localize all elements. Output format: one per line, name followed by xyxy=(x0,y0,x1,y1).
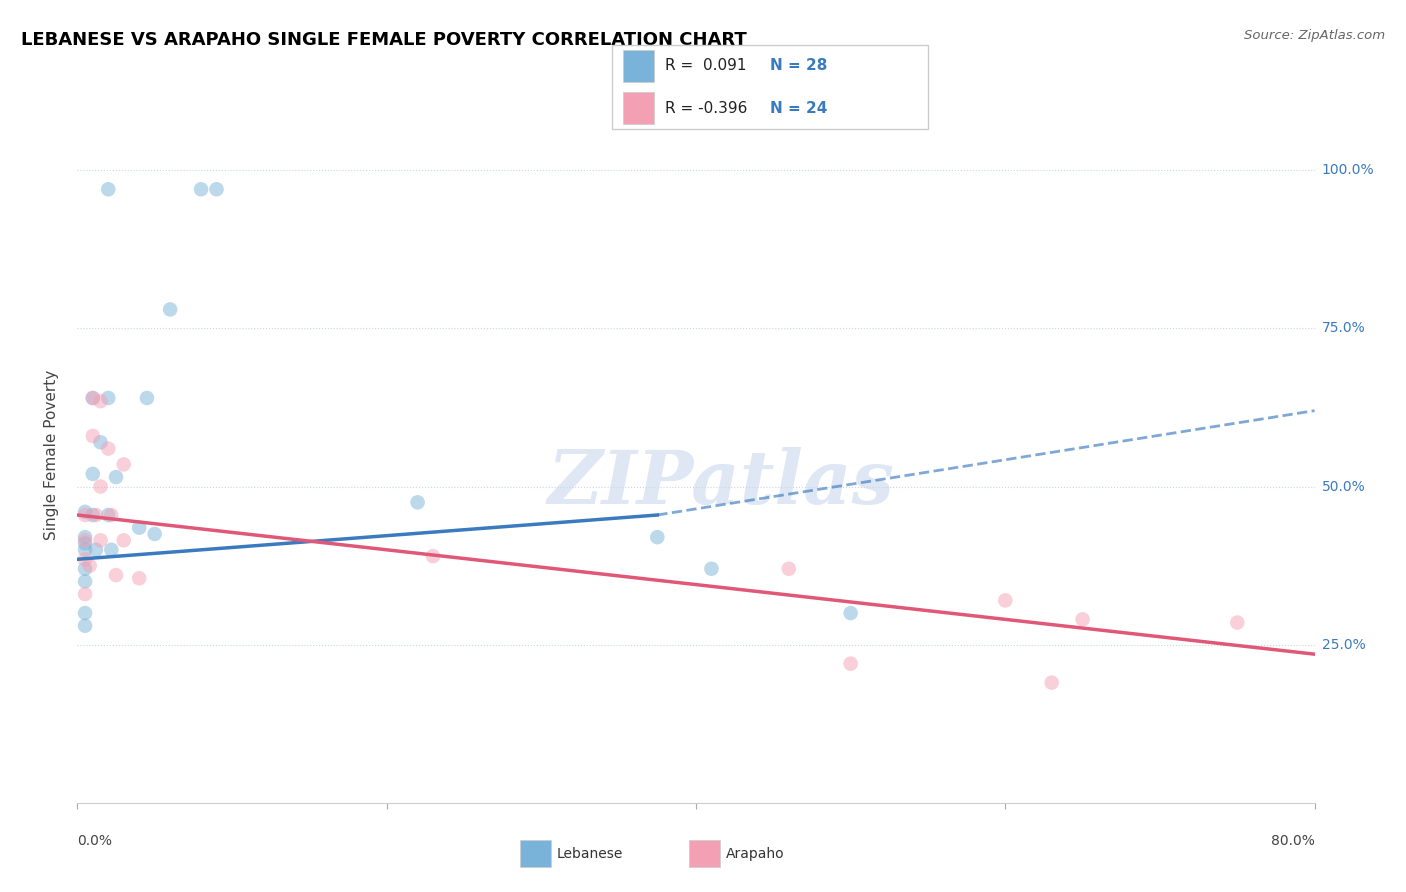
Point xyxy=(406,495,429,509)
Point xyxy=(778,562,800,576)
Text: R =  0.091: R = 0.091 xyxy=(665,58,747,73)
Point xyxy=(97,508,120,522)
Point xyxy=(75,542,96,557)
Point xyxy=(75,574,96,589)
Point xyxy=(90,479,111,493)
Text: Lebanese: Lebanese xyxy=(557,847,623,861)
Point xyxy=(75,530,96,544)
Point xyxy=(75,587,96,601)
Point xyxy=(839,657,862,671)
Point xyxy=(647,530,669,544)
Point xyxy=(422,549,444,563)
Point xyxy=(84,542,107,557)
Text: 50.0%: 50.0% xyxy=(1322,480,1365,493)
Point xyxy=(105,470,127,484)
Point xyxy=(159,302,181,317)
Point xyxy=(700,562,723,576)
Text: N = 24: N = 24 xyxy=(770,101,828,116)
Point xyxy=(75,505,96,519)
Text: N = 28: N = 28 xyxy=(770,58,828,73)
Point xyxy=(97,391,120,405)
Point xyxy=(82,508,104,522)
Point xyxy=(1040,675,1063,690)
Point xyxy=(79,558,101,573)
Text: 100.0%: 100.0% xyxy=(1322,163,1374,178)
Text: 25.0%: 25.0% xyxy=(1322,638,1365,652)
Text: ZIPatlas: ZIPatlas xyxy=(547,447,894,519)
Point xyxy=(84,508,107,522)
Text: 75.0%: 75.0% xyxy=(1322,321,1365,335)
Point xyxy=(128,571,150,585)
Point xyxy=(75,618,96,632)
Point xyxy=(190,182,212,196)
Point xyxy=(205,182,228,196)
Point xyxy=(128,521,150,535)
Point xyxy=(75,508,96,522)
Point xyxy=(75,562,96,576)
Point xyxy=(994,593,1017,607)
Point xyxy=(112,458,135,472)
Point xyxy=(82,391,104,405)
Point xyxy=(82,391,104,405)
Point xyxy=(82,467,104,481)
Point xyxy=(90,533,111,548)
Text: 80.0%: 80.0% xyxy=(1271,834,1315,848)
Point xyxy=(100,542,122,557)
Point xyxy=(75,552,96,566)
Point xyxy=(143,527,166,541)
Point xyxy=(105,568,127,582)
Point xyxy=(112,533,135,548)
Point xyxy=(1226,615,1249,630)
Point xyxy=(100,508,122,522)
Point xyxy=(136,391,159,405)
Text: Arapaho: Arapaho xyxy=(725,847,785,861)
Text: Source: ZipAtlas.com: Source: ZipAtlas.com xyxy=(1244,29,1385,42)
Point xyxy=(75,606,96,620)
Point xyxy=(1071,612,1094,626)
Point xyxy=(97,182,120,196)
Text: R = -0.396: R = -0.396 xyxy=(665,101,748,116)
Point xyxy=(82,429,104,443)
Point xyxy=(90,435,111,450)
Text: 0.0%: 0.0% xyxy=(77,834,112,848)
Point xyxy=(839,606,862,620)
Point xyxy=(90,394,111,409)
Point xyxy=(75,533,96,548)
Point xyxy=(97,442,120,456)
Text: LEBANESE VS ARAPAHO SINGLE FEMALE POVERTY CORRELATION CHART: LEBANESE VS ARAPAHO SINGLE FEMALE POVERT… xyxy=(21,31,747,49)
Y-axis label: Single Female Poverty: Single Female Poverty xyxy=(44,370,59,540)
Point xyxy=(75,536,96,550)
